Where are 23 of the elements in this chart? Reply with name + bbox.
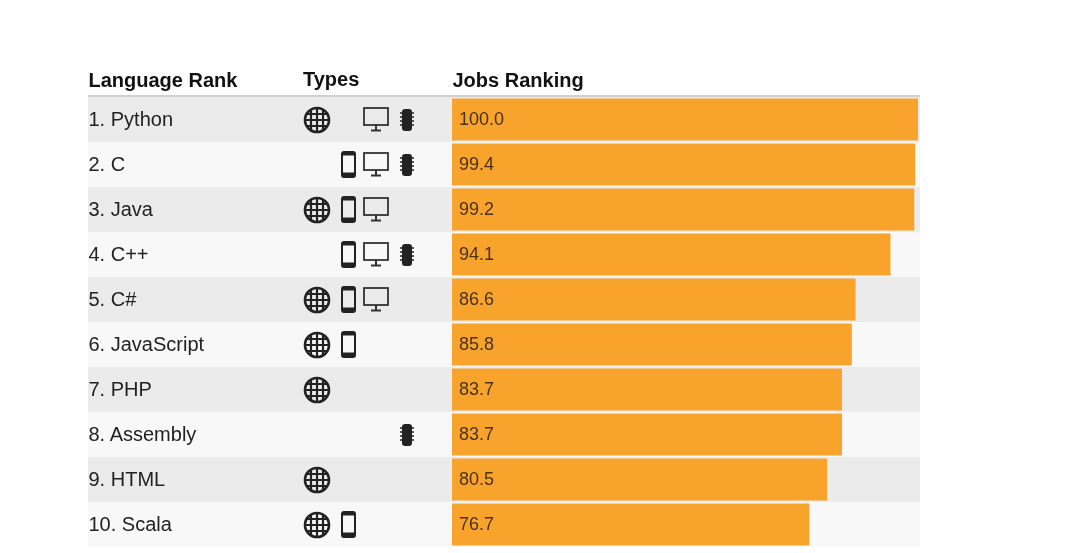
data-label: 80.5	[459, 468, 495, 489]
y-tick-label: 2. C	[88, 152, 126, 175]
data-label: 83.7	[459, 423, 495, 444]
data-label: 94.1	[459, 243, 495, 264]
data-label: 100.0	[459, 108, 505, 129]
data-label: 99.4	[459, 153, 495, 174]
data-label: 76.7	[459, 513, 495, 534]
data-label: 85.8	[459, 333, 495, 354]
data-label: 99.2	[459, 198, 495, 219]
y-tick-label: 5. C#	[88, 287, 138, 310]
x-axis-title: Jobs Ranking	[452, 68, 584, 91]
data-label: 83.7	[459, 378, 495, 399]
y-tick-label: 6. JavaScript	[88, 332, 205, 355]
y-tick-label: 3. Java	[88, 197, 154, 220]
data-label: 86.6	[459, 288, 495, 309]
text: Types	[303, 68, 360, 90]
y-tick-label: 4. C++	[88, 242, 149, 265]
y-tick-label: 8. Assembly	[88, 422, 197, 445]
y-axis-title: Language Rank	[88, 68, 239, 91]
y-tick-label: 9. HTML	[88, 467, 166, 490]
y-tick-label: 7. PHP	[88, 377, 152, 400]
y-tick-label: 1. Python	[88, 107, 174, 130]
y-tick-label: 10. Scala	[88, 512, 173, 535]
